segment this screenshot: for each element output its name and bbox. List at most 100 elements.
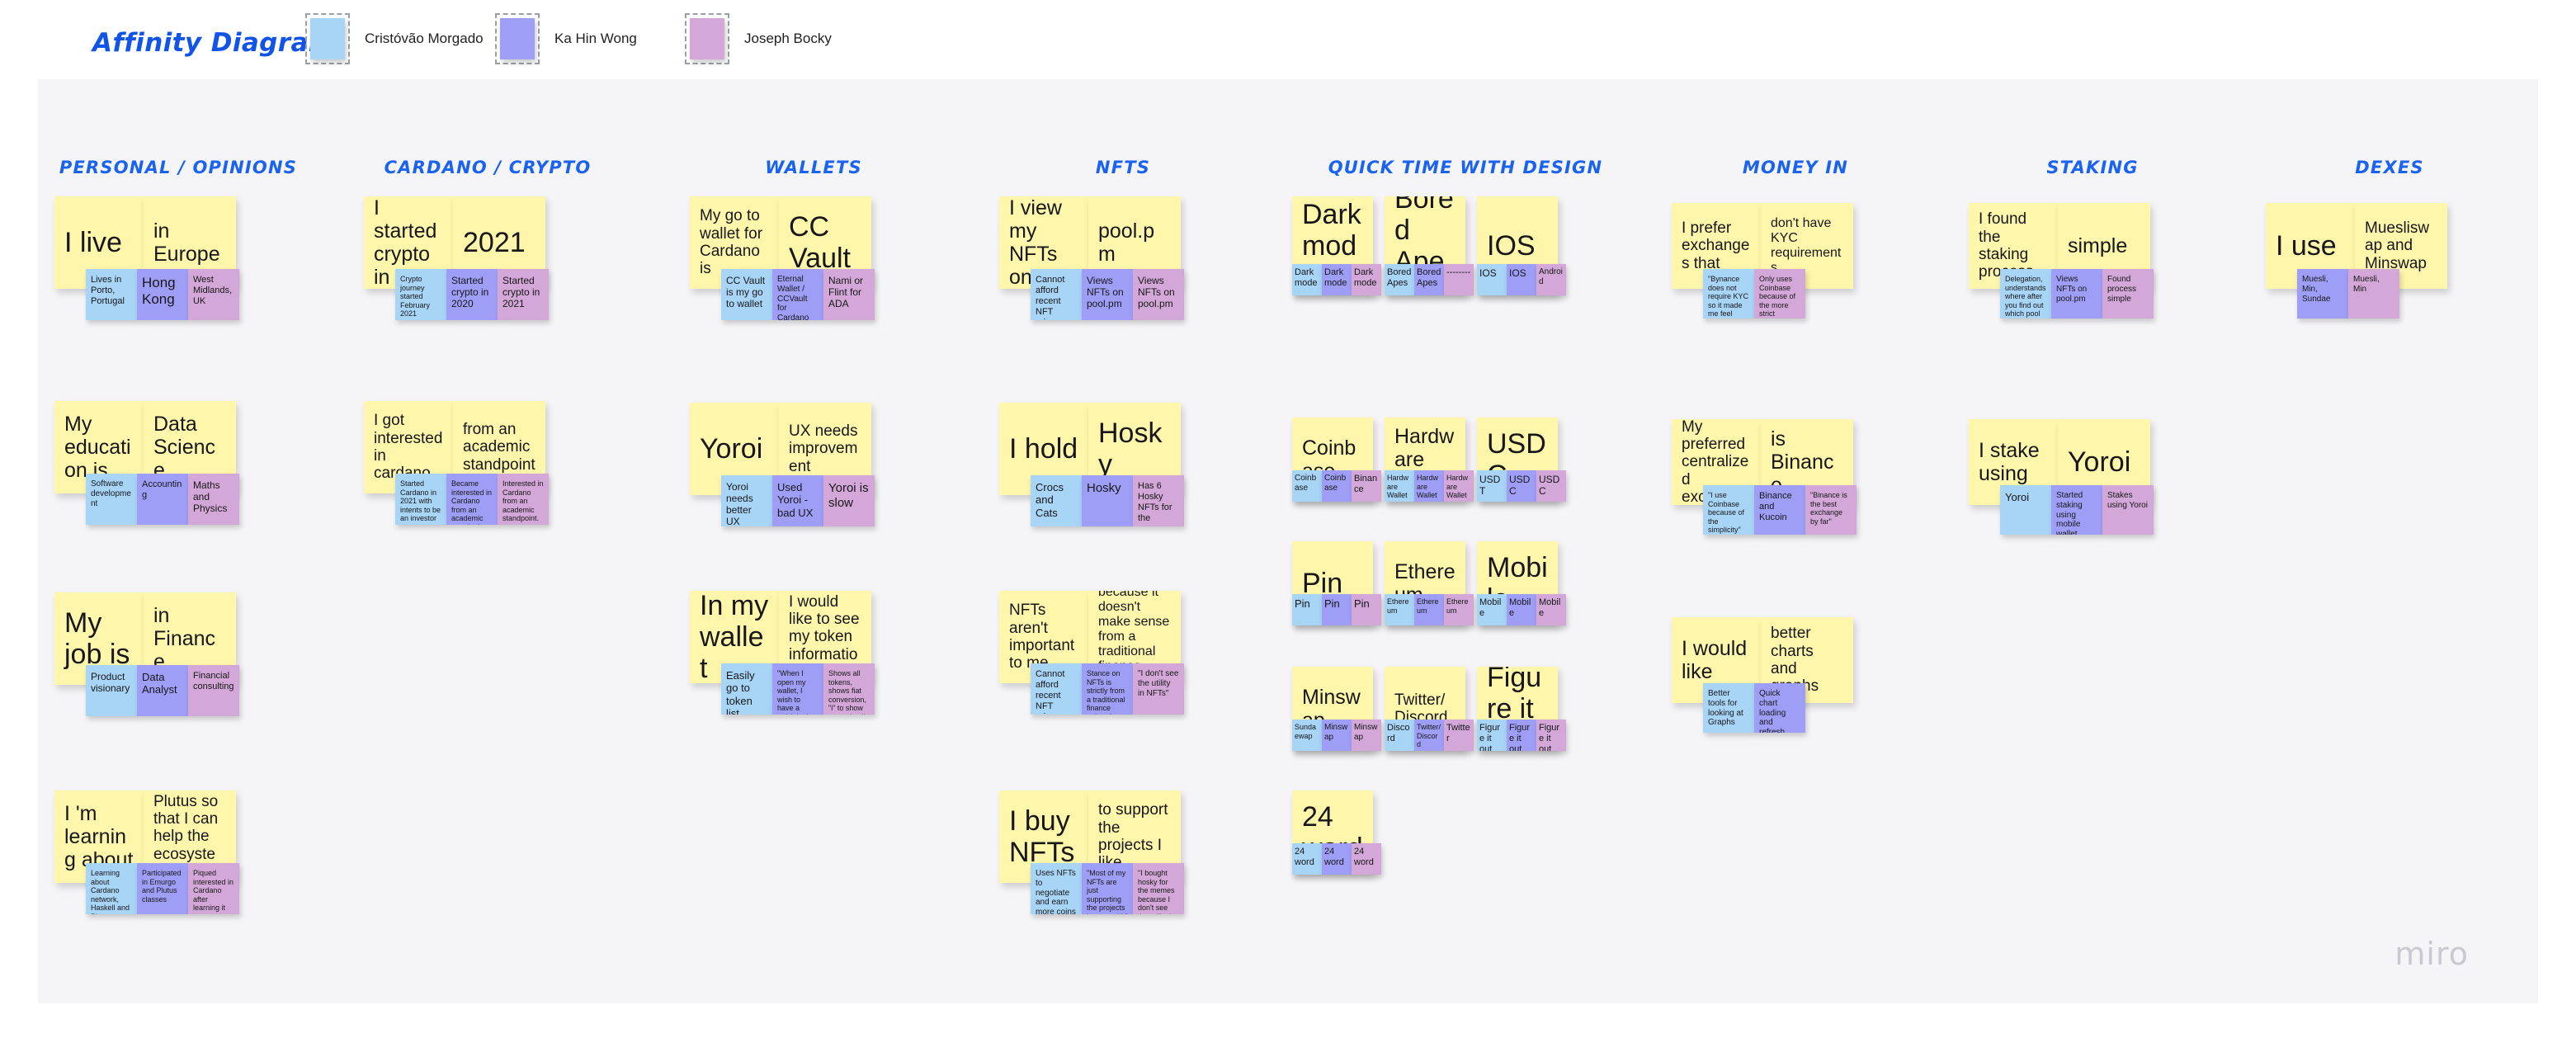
sticky-note-blue[interactable]: Bored Apes <box>1385 264 1414 295</box>
sticky-note-yellow[interactable]: I live <box>54 196 144 289</box>
sticky-note-blue[interactable]: IOS <box>1477 264 1507 295</box>
sticky-note-pink[interactable]: Mobile <box>1536 594 1566 625</box>
legend-entry[interactable]: Ka Hin Wong <box>495 13 637 64</box>
sticky-note-pink[interactable]: "I bought hosky for the memes because I … <box>1133 863 1184 914</box>
sticky-note-blue[interactable]: Coinbase <box>1292 470 1322 502</box>
sticky-note-blue[interactable]: Hardware Wallet <box>1385 470 1414 502</box>
evidence-note-group: Software development Accounting Maths and … <box>86 474 239 525</box>
legend-entry[interactable]: Joseph Bocky <box>685 13 832 64</box>
sticky-note-pink[interactable]: Ethereum <box>1444 594 1474 625</box>
sticky-note-purple[interactable]: Ethereum <box>1414 594 1444 625</box>
sticky-note-blue[interactable]: Figure it out <box>1477 720 1507 751</box>
sticky-note-purple[interactable]: Views NFTs on pool.pm <box>1082 269 1133 320</box>
sticky-note-pink[interactable]: Found process simple <box>2102 269 2154 319</box>
sticky-note-pink[interactable]: Minswap <box>1352 720 1381 751</box>
sticky-note-pink[interactable]: -------- <box>1444 264 1474 295</box>
sticky-note-blue[interactable]: Cannot afford recent NFT prices <box>1031 663 1082 715</box>
sticky-note-blue[interactable]: Pin <box>1292 594 1322 625</box>
sticky-note-blue[interactable]: Ethereum <box>1385 594 1414 625</box>
sticky-note-blue[interactable]: Crypto journey started February 2021 <box>395 269 446 320</box>
sticky-note-purple[interactable]: IOS <box>1507 264 1536 295</box>
sticky-note-purple[interactable]: Binance and Kucoin <box>1754 485 1805 535</box>
sticky-note-pink[interactable]: Only uses Coinbase because of the more s… <box>1754 269 1805 319</box>
sticky-note-purple[interactable]: Became interested in Cardano from an aca… <box>446 474 498 525</box>
sticky-note-pink[interactable]: Financial consulting <box>188 665 239 716</box>
sticky-note-purple[interactable]: Eternal Wallet / CCVault for Cardano <box>772 269 823 320</box>
sticky-note-purple[interactable]: Bored Apes <box>1414 264 1444 295</box>
sticky-note-pink[interactable]: Views NFTs on pool.pm <box>1133 269 1184 320</box>
sticky-note-pink[interactable]: Has 6 Hosky NFTs for the memes <box>1133 475 1184 526</box>
sticky-note-pink[interactable]: Nami or Flint for ADA <box>823 269 875 320</box>
sticky-note-purple[interactable]: Accounting <box>137 474 188 525</box>
sticky-note-purple[interactable]: Participated in Emurgo and Plutus classe… <box>137 863 188 914</box>
sticky-note-purple[interactable]: Started staking using mobile wallet <box>2051 485 2102 535</box>
sticky-note-pink[interactable]: Android <box>1536 264 1566 295</box>
sticky-note-purple[interactable]: "When I open my wallet, I wish to have a… <box>772 663 823 715</box>
sticky-note-purple[interactable]: "Most of my NFTs are just supporting the… <box>1082 863 1133 914</box>
sticky-note-blue[interactable]: Software development <box>86 474 137 525</box>
sticky-note-purple[interactable]: USDC <box>1507 470 1536 502</box>
sticky-note-blue[interactable]: Learning about Cardano network, Haskell … <box>86 863 137 914</box>
sticky-note-pink[interactable]: "I don't see the utility in NFTs" <box>1133 663 1184 715</box>
sticky-note-pink[interactable]: Piqued interested in Cardano after learn… <box>188 863 239 914</box>
sticky-note-blue[interactable]: "I use Coinbase because of the simplicit… <box>1703 485 1754 535</box>
sticky-note-blue[interactable]: Delegation, understands where after you … <box>2000 269 2051 319</box>
sticky-note-purple[interactable]: Views NFTs on pool.pm <box>2051 269 2102 319</box>
sticky-note-pink[interactable]: Dark mode <box>1352 264 1381 295</box>
sticky-note-purple[interactable]: Hardware Wallet <box>1414 470 1444 502</box>
sticky-note-blue[interactable]: Crocs and Cats <box>1031 475 1082 526</box>
sticky-note-blue[interactable]: Started Cardano in 2021 with intents to … <box>395 474 446 525</box>
sticky-note-purple[interactable]: Data Analyst <box>137 665 188 716</box>
sticky-note-blue[interactable]: Easily go to token list <box>721 663 772 715</box>
sticky-note-blue[interactable]: 24 word <box>1292 843 1322 875</box>
sticky-note-pink[interactable]: Binance <box>1352 470 1381 502</box>
sticky-note-purple[interactable]: Quick chart loading and refresh <box>1754 683 1805 733</box>
sticky-note-purple[interactable]: Figure it out <box>1507 720 1536 751</box>
sticky-note-pink[interactable]: "Binance is the best exchange by far" <box>1805 485 1857 535</box>
sticky-note-blue[interactable]: Product visionary <box>86 665 137 716</box>
sticky-note-purple[interactable]: Minswap <box>1322 720 1352 751</box>
sticky-note-pink[interactable]: Stakes using Yoroi <box>2102 485 2154 535</box>
sticky-note-purple[interactable]: Hosky <box>1082 475 1133 526</box>
sticky-note-purple[interactable]: Pin <box>1322 594 1352 625</box>
sticky-note-pink[interactable]: Yoroi is slow <box>823 475 875 526</box>
sticky-note-pink[interactable]: West Midlands, UK <box>188 269 239 320</box>
sticky-note-blue[interactable]: Cannot afford recent NFT prices <box>1031 269 1082 320</box>
sticky-note-purple[interactable]: Stance on NFTs is strictly from a tradit… <box>1082 663 1133 715</box>
sticky-note-blue[interactable]: CC Vault is my go to wallet <box>721 269 772 320</box>
sticky-note-pink[interactable]: USDC <box>1536 470 1566 502</box>
sticky-note-pink[interactable]: 24 word <box>1352 843 1381 875</box>
sticky-note-purple[interactable]: Mobile <box>1507 594 1536 625</box>
evidence-note-group: Pin Pin Pin <box>1292 594 1381 625</box>
sticky-note-blue[interactable]: USDT <box>1477 470 1507 502</box>
sticky-note-purple[interactable]: Started crypto in 2020 <box>446 269 498 320</box>
sticky-note-pink[interactable]: Shows all tokens, shows fiat conversion,… <box>823 663 875 715</box>
sticky-note-purple[interactable]: Muesli, Min, Sundae <box>2297 269 2348 319</box>
sticky-note-pink[interactable]: Twitter <box>1444 720 1474 751</box>
sticky-note-pink[interactable]: Muesli, Min <box>2348 269 2399 319</box>
sticky-note-pink[interactable]: Hardware Wallet <box>1444 470 1474 502</box>
sticky-note-pink[interactable]: Started crypto in 2021 <box>498 269 549 320</box>
sticky-note-blue[interactable]: Dark mode <box>1292 264 1322 295</box>
sticky-note-blue[interactable]: Uses NFTs to negotiate and earn more coi… <box>1031 863 1082 914</box>
sticky-note-purple[interactable]: Dark mode <box>1322 264 1352 295</box>
board-canvas[interactable]: PERSONAL / OPINIONS I live in Europe Lives … <box>38 79 2538 1003</box>
sticky-note-blue[interactable]: Yoroi <box>2000 485 2051 535</box>
sticky-note-purple[interactable]: Used Yoroi - bad UX <box>772 475 823 526</box>
sticky-note-purple[interactable]: Coinbase <box>1322 470 1352 502</box>
sticky-note-blue[interactable]: Lives in Porto, Portugal <box>86 269 137 320</box>
sticky-note-blue[interactable]: Better tools for looking at Graphs <box>1703 683 1754 733</box>
sticky-note-purple[interactable]: Hong Kong <box>137 269 188 320</box>
sticky-note-purple[interactable]: 24 word <box>1322 843 1352 875</box>
sticky-note-blue[interactable]: "Bynance does not require KYC so it made… <box>1703 269 1754 319</box>
sticky-note-blue[interactable]: Yoroi needs better UX <box>721 475 772 526</box>
sticky-note-blue[interactable]: Mobile <box>1477 594 1507 625</box>
sticky-note-blue[interactable]: Sundaewap <box>1292 720 1322 751</box>
legend-entry[interactable]: Cristóvão Morgado <box>305 13 484 64</box>
sticky-note-purple[interactable]: Twitter/Discord <box>1414 720 1444 751</box>
sticky-note-pink[interactable]: Interested in Cardano from an academic s… <box>498 474 549 525</box>
sticky-note-blue[interactable]: Discord <box>1385 720 1414 751</box>
sticky-note-pink[interactable]: Figure it out <box>1536 720 1566 751</box>
sticky-note-pink[interactable]: Pin <box>1352 594 1381 625</box>
sticky-note-pink[interactable]: Maths and Physics <box>188 474 239 525</box>
